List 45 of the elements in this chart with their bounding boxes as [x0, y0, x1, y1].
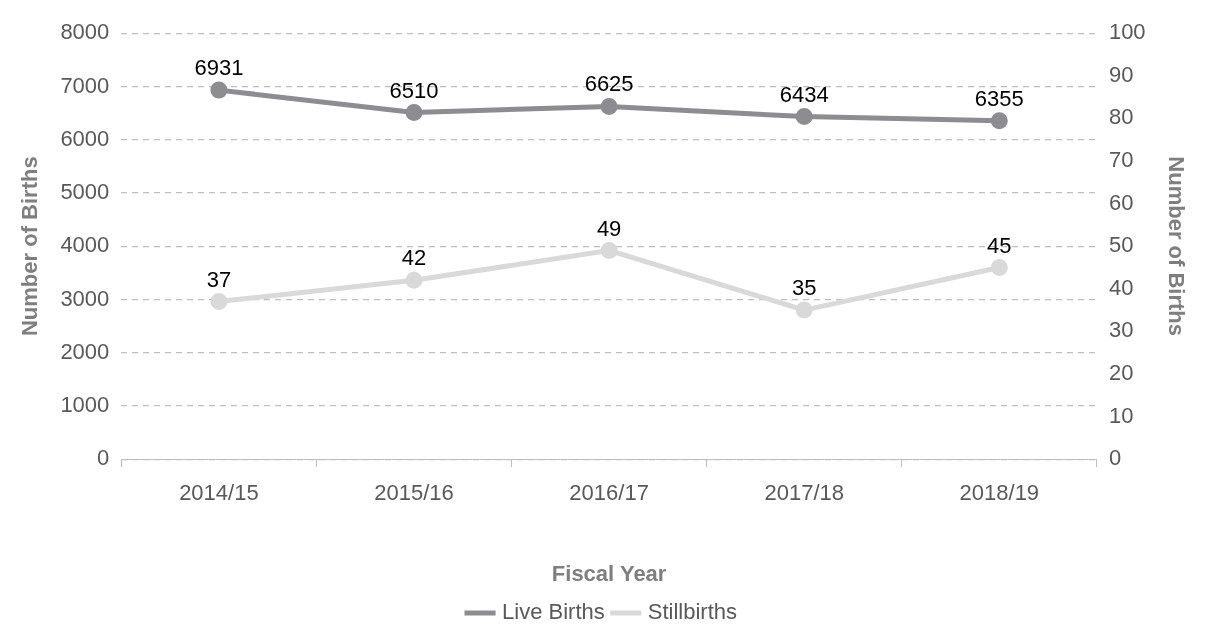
data-label: 6355: [974, 85, 1024, 111]
y-tick-label: 7000: [60, 72, 110, 98]
y2-tick-label: 100: [1108, 19, 1146, 45]
point: [795, 301, 813, 319]
x-tick-label: 2015/16: [374, 480, 454, 506]
y-tick-label: 0: [97, 445, 110, 471]
legend-label: Stillbirths: [647, 599, 737, 625]
y-tick-label: 4000: [60, 232, 110, 258]
y2-tick-label: 30: [1108, 317, 1134, 343]
x-tick-label: 2018/19: [959, 480, 1040, 506]
y2-tick-label: 90: [1108, 61, 1134, 87]
legend-label: Live Births: [502, 599, 605, 625]
data-label: 37: [206, 266, 232, 292]
y-tick-label: 1000: [60, 392, 110, 418]
y2-tick-label: 50: [1108, 232, 1134, 258]
x-tick-label: 2014/15: [179, 480, 259, 506]
x-axis-title: Fiscal Year: [551, 560, 667, 586]
y-tick-label: 8000: [60, 19, 110, 45]
x-tick-label: 2017/18: [764, 480, 844, 506]
y2-tick-label: 40: [1108, 274, 1134, 300]
data-label: 6434: [779, 81, 829, 107]
y-axis-title: Number of Births: [17, 156, 43, 337]
y2-tick-label: 70: [1108, 147, 1134, 173]
data-label: 6931: [194, 55, 244, 81]
y2-tick-label: 10: [1108, 402, 1134, 428]
data-label: 45: [987, 232, 1012, 258]
y2-axis-title: Number of Births: [1163, 156, 1189, 337]
y2-tick-label: 60: [1108, 189, 1134, 215]
y2-tick-label: 0: [1108, 445, 1122, 471]
data-label: 6625: [584, 71, 634, 97]
data-label: 35: [791, 275, 817, 301]
data-label: 42: [401, 245, 427, 271]
point: [600, 241, 618, 259]
point: [210, 293, 228, 311]
y-tick-label: 6000: [60, 125, 110, 151]
y2-tick-label: 20: [1108, 360, 1134, 386]
y2-tick-label: 80: [1108, 104, 1134, 130]
y-tick-label: 2000: [60, 338, 110, 364]
data-label: 6510: [389, 77, 439, 103]
point: [990, 259, 1008, 276]
point: [405, 271, 423, 289]
data-label: 49: [596, 215, 622, 241]
x-tick-label: 2016/17: [569, 480, 649, 506]
y-tick-label: 5000: [60, 179, 110, 205]
y-tick-label: 3000: [60, 285, 110, 311]
